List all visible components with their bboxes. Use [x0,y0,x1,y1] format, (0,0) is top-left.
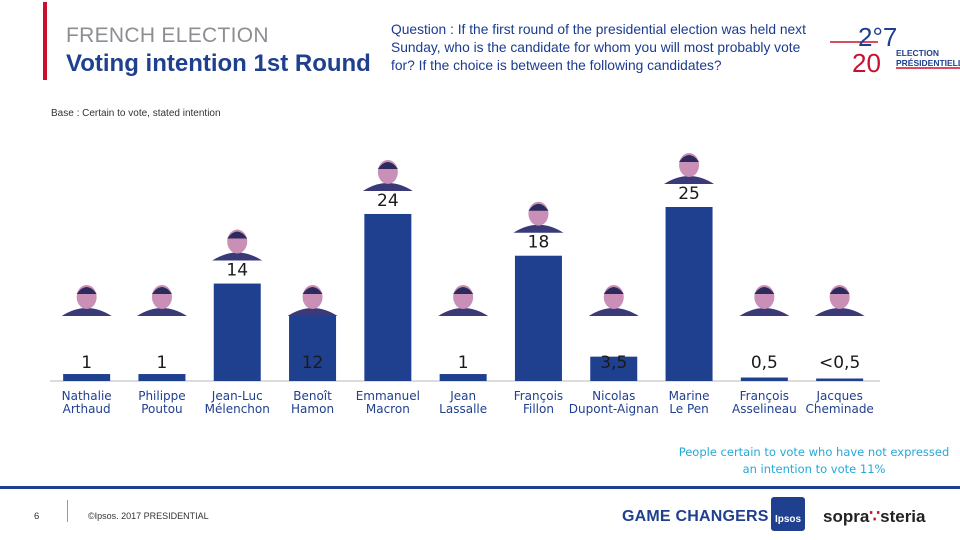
category-label-10-line2: Cheminade [805,402,873,416]
data-label-1: 1 [157,353,168,373]
data-label-4: 24 [377,191,399,211]
sopra-text: sopra [823,507,870,526]
section-kicker: FRENCH ELECTION [66,24,269,47]
candidate-portrait-0 [59,285,114,316]
data-label-3: 12 [302,353,324,373]
category-label-9-line1: François [740,389,789,403]
bar-2 [213,283,261,381]
bar-9 [740,377,788,381]
election-2017-logo: 2°7 20 ELECTION PRÉSIDENTIELLE [830,22,960,78]
bar-4 [364,213,412,381]
title-accent-bar [43,2,47,80]
bar-7 [590,356,638,381]
candidate-portrait-6 [511,201,566,233]
category-label-0-line1: Nathalie [62,389,112,403]
category-label-6-line1: François [514,389,563,403]
logo-year-bottom: 20 [852,48,881,78]
category-label-1-line1: Philippe [138,389,185,403]
category-label-3-line1: Benoît [293,389,332,403]
bar-1 [138,374,186,381]
candidate-portrait-5 [436,285,491,316]
category-label-7-line2: Dupont-Aignan [569,402,659,416]
copyright-text: ©Ipsos. 2017 PRESIDENTIAL [88,511,209,521]
page-title: Voting intention 1st Round [66,50,371,77]
bar-10 [816,378,864,381]
category-label-0-line2: Arthaud [63,402,111,416]
data-label-10: <0,5 [819,353,860,373]
category-label-4-line2: Macron [366,402,410,416]
ipsos-logo: Ipsos [771,497,805,531]
data-label-8: 25 [678,184,700,204]
logo-line2: PRÉSIDENTIELLE [896,58,960,68]
steria-text: steria [880,507,926,526]
candidate-portrait-7 [586,285,641,316]
candidate-portrait-8 [662,153,717,184]
category-label-5-line2: Lassalle [439,402,487,416]
bar-6 [514,255,562,381]
bar-0 [63,374,111,381]
undecided-footnote: People certain to vote who have not expr… [670,444,958,478]
category-label-4-line1: Emmanuel [356,389,420,403]
bar-8 [665,207,713,381]
candidate-portrait-1 [134,285,189,316]
category-label-8-line2: Le Pen [669,402,708,416]
category-label-2-line2: Mélenchon [205,402,270,416]
category-label-1-line2: Poutou [141,402,182,416]
footnote-line1: People certain to vote who have not expr… [678,445,950,459]
bar-5 [439,374,487,381]
page-number: 6 [34,511,40,522]
data-label-0: 1 [81,353,92,373]
sopra-steria-logo: sopra∵steria [823,507,926,526]
survey-question: Question : If the first round of the pre… [391,22,806,73]
category-label-9-line2: Asselineau [732,402,797,416]
category-label-3-line2: Hamon [291,402,334,416]
game-changers-logo: GAME CHANGERS [622,508,769,525]
candidate-portrait-3 [285,285,340,316]
data-label-9: 0,5 [751,353,778,373]
logo-line1: ELECTION [896,48,939,58]
base-note: Base : Certain to vote, stated intention [51,108,221,119]
footer-divider [0,486,960,489]
category-label-5-line1: Jean [449,389,476,403]
data-label-5: 1 [458,353,469,373]
category-label-6-line2: Fillon [523,402,554,416]
candidate-portrait-4 [360,159,415,191]
category-label-8-line1: Marine [669,389,710,403]
candidate-portrait-2 [210,229,265,261]
footnote-line2: an intention to vote 11% [742,462,886,476]
data-label-2: 14 [226,261,248,281]
logo-year-top: 2°7 [858,22,897,52]
ipsos-logo-text: Ipsos [774,514,802,525]
category-label-2-line1: Jean-Luc [211,389,263,403]
category-label-10-line1: Jacques [815,389,862,403]
category-label-7-line1: Nicolas [592,389,635,403]
candidate-portrait-10 [812,285,867,316]
footer-separator [67,500,68,522]
candidate-portrait-9 [737,285,792,316]
data-label-7: 3,5 [600,353,627,373]
data-label-6: 18 [528,233,550,253]
